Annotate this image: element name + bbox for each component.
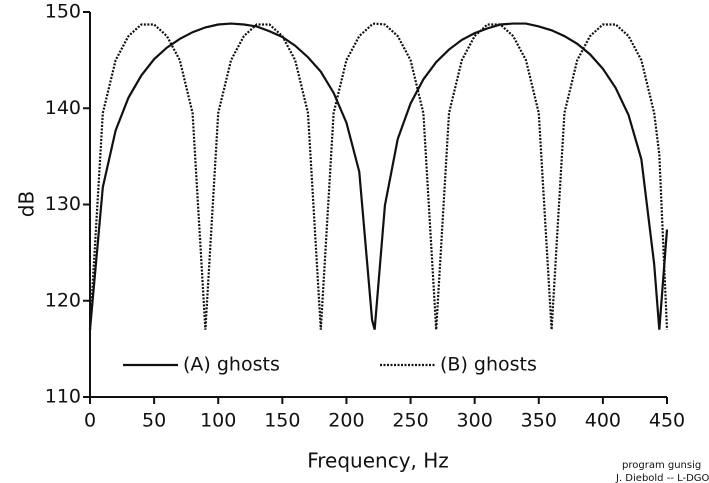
- note: J. Diebold -- L-DGO: [615, 473, 709, 483]
- x-tick-label: 450: [649, 410, 685, 432]
- x-tick-label: 150: [264, 410, 300, 432]
- series-line: [88, 22, 669, 330]
- y-tick-label: 110: [45, 386, 81, 408]
- x-tick-label: 100: [200, 410, 236, 432]
- y-axis-label: dB: [15, 191, 39, 217]
- x-tick-label: 0: [84, 410, 96, 432]
- x-tick-label: 350: [521, 410, 557, 432]
- x-tick-label: 250: [392, 410, 428, 432]
- legend-text: (B) ghosts: [440, 354, 537, 376]
- x-tick-label: 200: [328, 410, 364, 432]
- y-tick-label: 130: [45, 193, 81, 215]
- legend-text: (A) ghosts: [183, 354, 280, 376]
- x-tick-label: 50: [142, 410, 166, 432]
- x-tick-label: 300: [457, 410, 493, 432]
- x-tick-label: 400: [585, 410, 621, 432]
- y-tick-label: 150: [45, 1, 81, 23]
- x-axis-label: Frequency, Hz: [307, 449, 449, 473]
- note: program gunsig: [622, 460, 701, 471]
- y-tick-label: 140: [45, 97, 81, 119]
- y-tick-label: 120: [45, 289, 81, 311]
